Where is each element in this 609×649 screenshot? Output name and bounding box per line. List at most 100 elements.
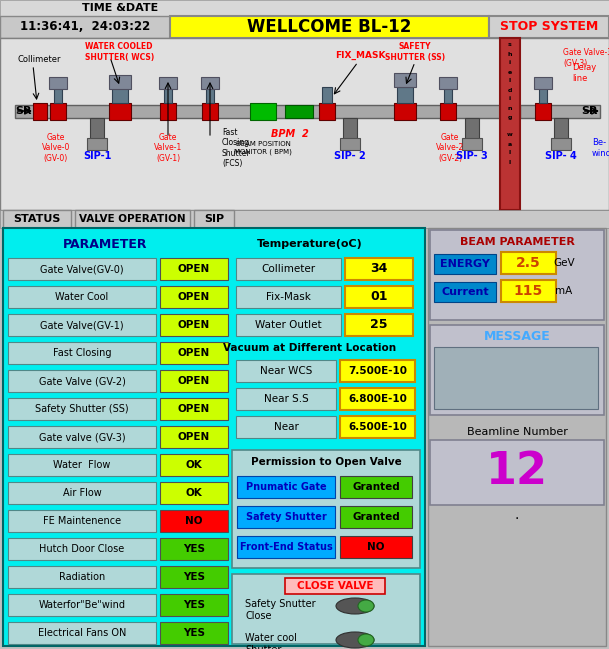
Bar	[489, 16, 609, 38]
Bar	[3, 228, 425, 646]
Text: l: l	[509, 79, 511, 84]
Bar	[0, 210, 609, 228]
Bar	[8, 566, 156, 588]
Text: Fast
Closing
Shutter
(FCS): Fast Closing Shutter (FCS)	[222, 128, 251, 168]
Text: 115: 115	[513, 284, 543, 298]
Text: 01: 01	[370, 291, 388, 304]
Bar	[345, 314, 413, 336]
Ellipse shape	[336, 598, 374, 614]
Bar	[237, 536, 335, 558]
Bar	[15, 105, 505, 118]
Ellipse shape	[358, 600, 374, 612]
Bar	[340, 416, 415, 438]
Bar	[49, 77, 67, 89]
Bar	[535, 103, 551, 120]
Text: SR: SR	[582, 106, 598, 116]
Bar	[201, 77, 219, 89]
Bar	[160, 258, 228, 280]
Ellipse shape	[358, 634, 374, 646]
Text: OPEN: OPEN	[178, 320, 210, 330]
Bar	[170, 16, 489, 38]
Bar	[8, 594, 156, 616]
Bar	[236, 286, 341, 308]
Text: FE Maintenence: FE Maintenence	[43, 516, 121, 526]
Text: SR: SR	[15, 106, 32, 116]
Bar	[534, 77, 552, 89]
Bar	[160, 622, 228, 644]
Text: OPEN: OPEN	[178, 404, 210, 414]
Bar	[345, 258, 413, 280]
Bar	[50, 103, 66, 120]
Text: Pnumatic Gate: Pnumatic Gate	[245, 482, 326, 492]
Text: NO: NO	[367, 542, 385, 552]
Bar	[520, 105, 600, 118]
Bar	[8, 314, 156, 336]
Text: Front-End Status: Front-End Status	[239, 542, 333, 552]
Text: OPEN: OPEN	[178, 264, 210, 274]
Text: l: l	[509, 160, 511, 164]
Text: PARAMETER: PARAMETER	[63, 238, 147, 251]
Text: BEAM PARAMETER: BEAM PARAMETER	[460, 237, 574, 247]
Text: Collimeter: Collimeter	[18, 56, 62, 64]
Bar	[340, 506, 412, 528]
Text: OPEN: OPEN	[178, 432, 210, 442]
Text: i: i	[509, 60, 511, 66]
Bar	[430, 230, 604, 320]
Text: 12: 12	[486, 450, 548, 493]
Text: WELLCOME BL-12: WELLCOME BL-12	[247, 18, 411, 36]
Text: Granted: Granted	[352, 482, 400, 492]
Text: YES: YES	[183, 600, 205, 610]
Text: YES: YES	[183, 628, 205, 638]
Bar	[501, 280, 556, 302]
Ellipse shape	[336, 632, 374, 648]
Text: SIP- 2: SIP- 2	[334, 151, 366, 161]
Bar	[8, 342, 156, 364]
Bar	[439, 77, 457, 89]
Bar	[160, 510, 228, 532]
Text: Safety Shutter: Safety Shutter	[245, 512, 326, 522]
Text: STATUS: STATUS	[13, 214, 61, 224]
Bar	[237, 506, 335, 528]
Text: YES: YES	[183, 572, 205, 582]
Text: Gate
Valve-2
(GV-2): Gate Valve-2 (GV-2)	[436, 133, 464, 163]
Bar	[340, 360, 415, 382]
Text: TIME &DATE: TIME &DATE	[82, 3, 158, 13]
Bar	[236, 360, 336, 382]
Text: Delay
line: Delay line	[572, 64, 596, 82]
Bar	[428, 228, 606, 646]
Text: Gate
Valve-0
(GV-0): Gate Valve-0 (GV-0)	[42, 133, 70, 163]
Bar	[160, 370, 228, 392]
Text: SIP- 4: SIP- 4	[545, 151, 577, 161]
Text: YES: YES	[183, 544, 205, 554]
Bar	[8, 398, 156, 420]
Bar	[160, 454, 228, 476]
Text: e: e	[508, 69, 512, 75]
Bar	[160, 314, 228, 336]
Text: Waterfor"Be"wind: Waterfor"Be"wind	[38, 600, 125, 610]
Bar	[3, 210, 71, 228]
Text: s: s	[508, 42, 512, 47]
Text: SIP-1: SIP-1	[83, 151, 111, 161]
Text: WATER COOLED
SHUTTER( WCS): WATER COOLED SHUTTER( WCS)	[85, 42, 154, 62]
Text: n: n	[508, 106, 512, 110]
Text: w: w	[507, 132, 513, 138]
Bar	[434, 347, 598, 409]
Bar	[8, 258, 156, 280]
Text: Beamline Number: Beamline Number	[466, 427, 568, 437]
Bar	[236, 416, 336, 438]
Bar	[500, 38, 520, 210]
Text: 11:36:41,  24:03:22: 11:36:41, 24:03:22	[20, 21, 150, 34]
Bar	[8, 426, 156, 448]
Text: 34: 34	[370, 262, 388, 275]
Bar	[232, 450, 420, 568]
Bar	[340, 476, 412, 498]
Text: Air Flow: Air Flow	[63, 488, 101, 498]
Bar	[236, 388, 336, 410]
Text: i: i	[509, 97, 511, 101]
Text: Granted: Granted	[352, 512, 400, 522]
Text: FIX_MASK: FIX_MASK	[335, 51, 385, 60]
Bar	[112, 87, 128, 103]
Text: MESSAGE: MESSAGE	[484, 330, 551, 343]
Bar	[0, 16, 170, 38]
Bar	[322, 87, 332, 103]
